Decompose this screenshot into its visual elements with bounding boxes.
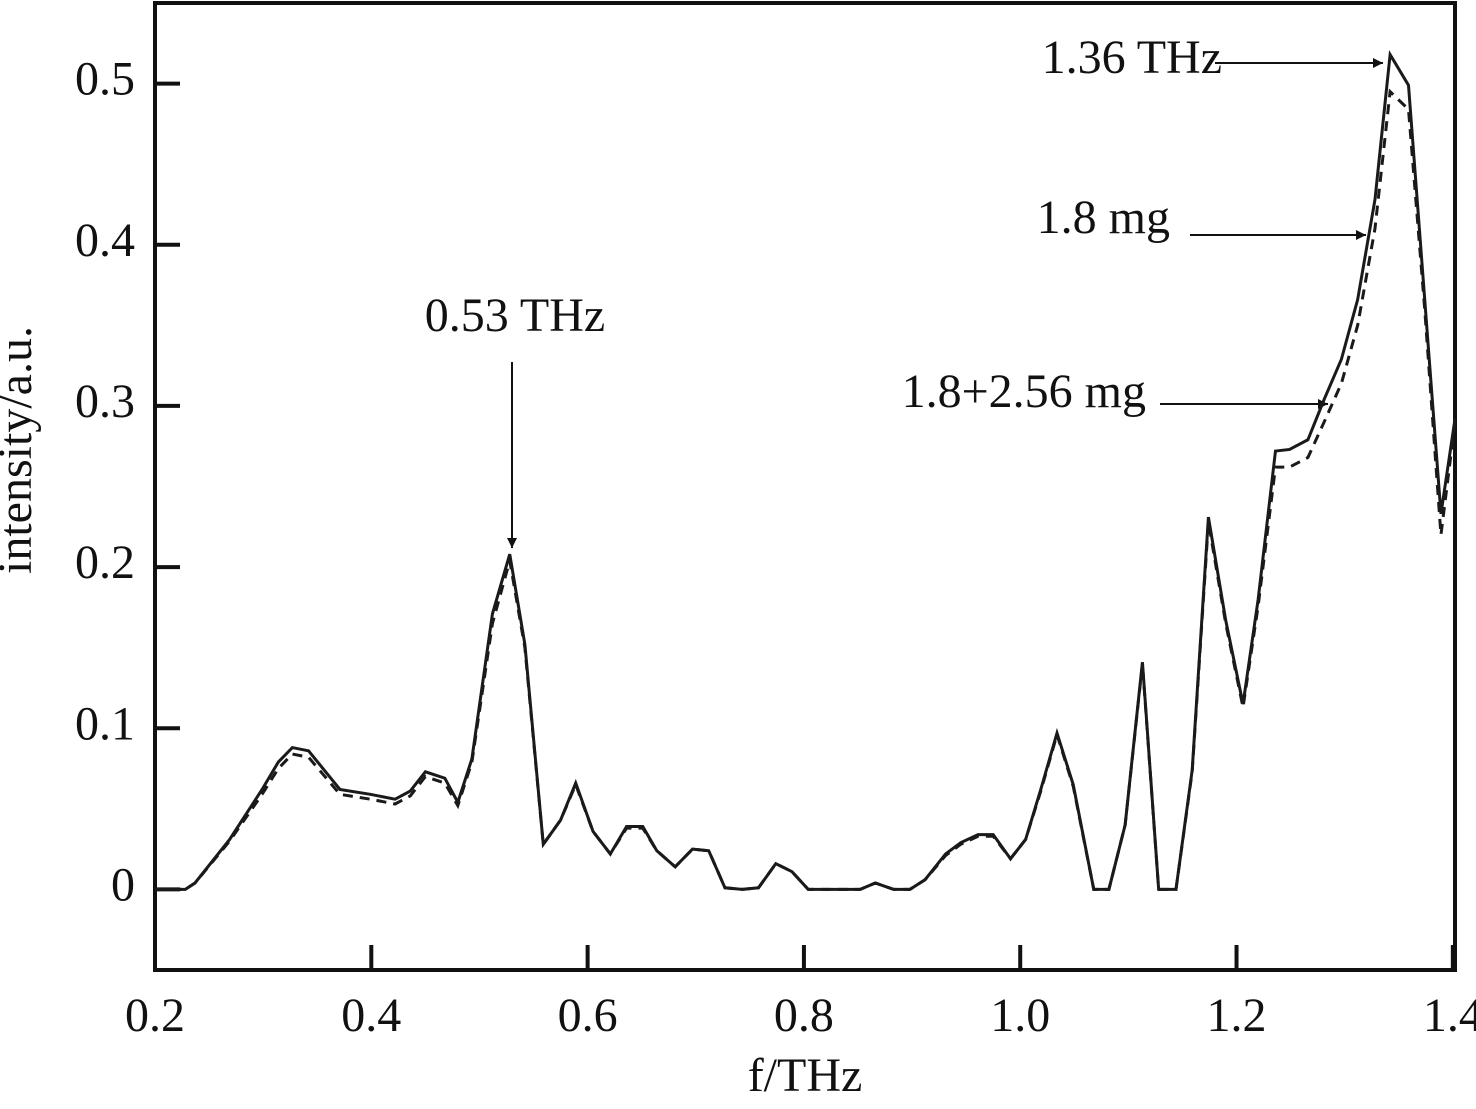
series-label: 1.8+2.56 mg: [902, 365, 1146, 418]
x-tick-label: 0.8: [774, 989, 834, 1042]
x-tick-label: 0.2: [125, 989, 185, 1042]
y-tick-label: 0.1: [75, 697, 135, 750]
y-tick-label: 0: [111, 858, 135, 911]
x-axis-label: f/THz: [748, 1049, 863, 1102]
x-tick-label: 1.2: [1207, 989, 1267, 1042]
plot-frame: [153, 1, 1457, 972]
annotation: 1.36 THz: [1042, 31, 1222, 84]
y-tick-label: 0.5: [75, 53, 135, 106]
y-tick-label: 0.4: [75, 214, 135, 267]
data-line: [155, 88, 1457, 891]
x-tick-label: 1.0: [990, 989, 1050, 1042]
data-line: [155, 49, 1457, 891]
x-tick-label: 1.4: [1423, 989, 1476, 1042]
y-tick-label: 0.2: [75, 536, 135, 589]
y-axis-label: intensity/a.u.: [0, 326, 42, 574]
y-tick-label: 0.3: [75, 375, 135, 428]
series-label: 1.8 mg: [1037, 191, 1170, 244]
x-tick-label: 0.4: [341, 989, 401, 1042]
annotation: 0.53 THz: [425, 289, 605, 342]
x-tick-label: 0.6: [558, 989, 618, 1042]
